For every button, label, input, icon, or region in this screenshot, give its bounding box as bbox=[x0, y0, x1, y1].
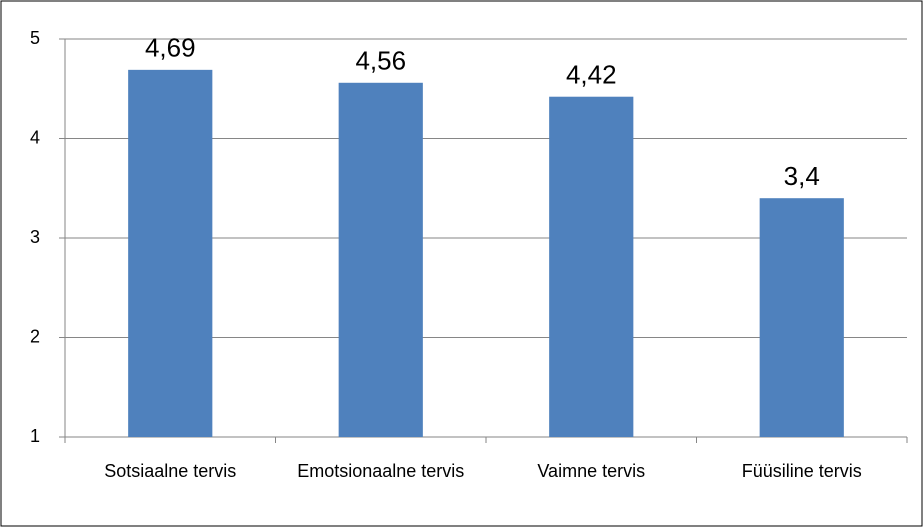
x-tick-label: Vaimne tervis bbox=[537, 461, 646, 481]
y-tick-label: 4 bbox=[30, 127, 40, 147]
x-tick-label: Emotsionaalne tervis bbox=[297, 461, 465, 481]
x-tick-label: Füüsiline tervis bbox=[741, 461, 862, 481]
data-label: 4,56 bbox=[355, 46, 406, 76]
bar bbox=[128, 69, 213, 437]
bar bbox=[338, 82, 423, 437]
bar bbox=[549, 96, 634, 438]
data-label: 4,42 bbox=[566, 60, 617, 90]
y-tick-label: 2 bbox=[30, 326, 40, 346]
data-label: 4,69 bbox=[145, 33, 196, 63]
y-tick-label: 1 bbox=[30, 426, 40, 446]
bar bbox=[759, 198, 844, 437]
x-tick-label: Sotsiaalne tervis bbox=[104, 461, 237, 481]
y-tick-label: 3 bbox=[30, 227, 40, 247]
y-tick-label: 5 bbox=[30, 28, 40, 48]
data-label: 3,4 bbox=[784, 161, 820, 191]
